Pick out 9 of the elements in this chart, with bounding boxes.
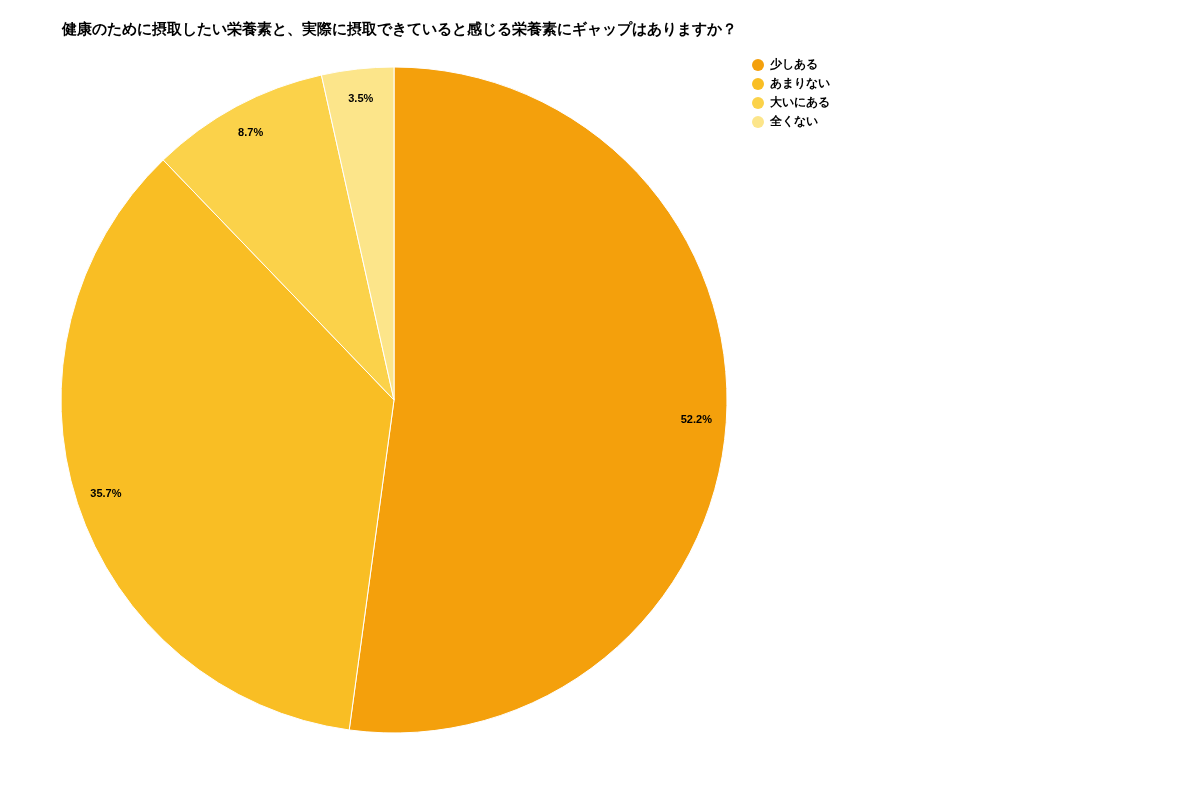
data-label: 52.2%	[680, 413, 713, 426]
data-label: 35.7%	[90, 486, 122, 499]
legend-label: あまりない	[770, 76, 830, 91]
chart-title: 健康のために摂取したい栄養素と、実際に摂取できていると感じる栄養素にギャップはありますか？	[61, 20, 737, 38]
legend-label: 少しある	[769, 57, 818, 72]
legend-label: 大いにある	[770, 95, 830, 110]
data-label: 3.5%	[348, 91, 374, 104]
legend-label: 全くない	[769, 114, 818, 129]
data-label: 8.7%	[238, 125, 264, 138]
